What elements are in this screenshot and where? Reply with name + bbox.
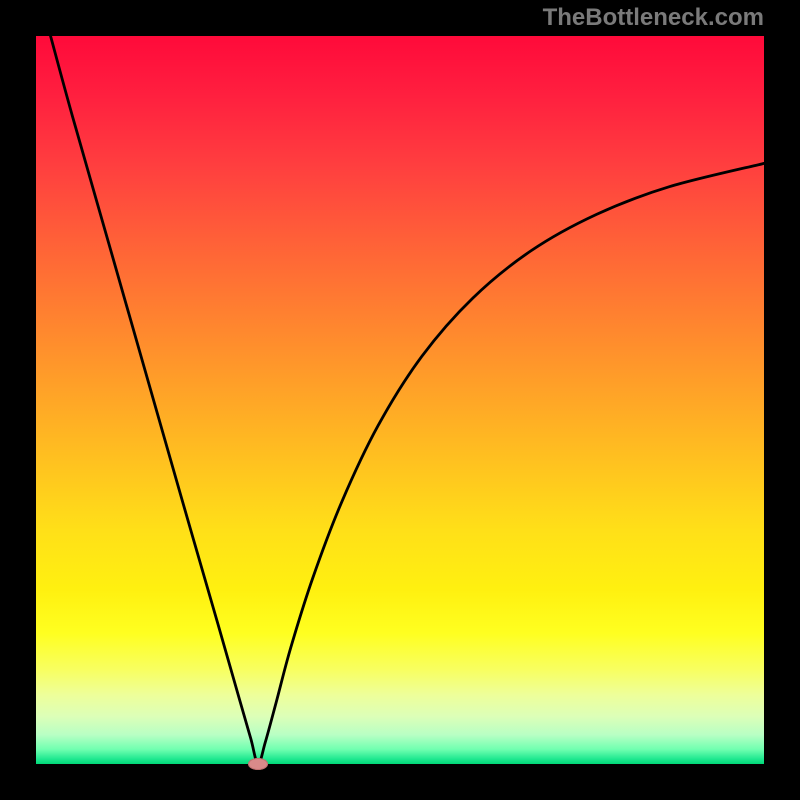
bottleneck-curve [36, 36, 764, 764]
watermark: TheBottleneck.com [543, 4, 764, 32]
plot-area [36, 36, 764, 764]
optimal-point-marker [248, 758, 268, 770]
bottleneck-path [51, 36, 764, 764]
